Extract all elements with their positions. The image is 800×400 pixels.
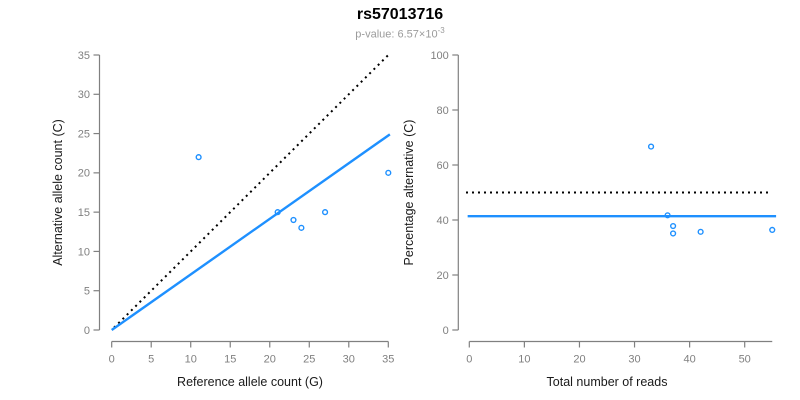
data-point	[697, 228, 704, 235]
x-axis-tick-label: 40	[683, 354, 695, 366]
data-point	[321, 209, 329, 216]
x-axis-tick-label: 20	[264, 354, 276, 366]
identity-line	[113, 53, 390, 329]
y-axis-tick-label: 80	[437, 105, 449, 117]
data-point	[195, 154, 202, 161]
x-axis-tick-label: 10	[185, 354, 197, 366]
data-point	[769, 226, 776, 234]
data-point	[290, 216, 297, 224]
y-axis-tick-label: 20	[78, 168, 90, 180]
pvalue-text: p-value: 6.57×10	[355, 28, 438, 41]
y-axis-tick-label: 40	[437, 215, 449, 227]
y-axis-tick-label: 100	[430, 50, 448, 62]
x-axis-tick-label: 0	[466, 354, 472, 366]
data-point	[669, 230, 677, 237]
y-axis-title: Alternative allele count (C)	[51, 119, 65, 266]
x-axis-tick-label: 30	[628, 354, 640, 366]
pvalue-exponent: -3	[437, 26, 445, 35]
x-axis-title: Total number of reads	[547, 375, 668, 389]
x-axis-tick-label: 20	[573, 354, 585, 366]
plot-title: rs57013716	[356, 6, 444, 23]
data-point	[669, 222, 677, 230]
x-axis-tick-label: 25	[303, 354, 315, 366]
x-axis-tick-label: 15	[224, 354, 236, 366]
x-axis-tick-label: 30	[343, 354, 355, 366]
y-axis-title: Percentage alternative (C)	[402, 120, 416, 266]
data-point	[647, 143, 655, 150]
data-point	[385, 169, 392, 176]
y-axis-tick-label: 30	[78, 89, 90, 101]
y-axis-tick-label: 35	[78, 50, 90, 62]
x-axis-tick-label: 35	[382, 354, 394, 366]
y-axis-tick-label: 20	[437, 270, 449, 282]
y-axis-tick-label: 60	[437, 160, 449, 172]
x-axis-title: Reference allele count (G)	[177, 375, 323, 389]
x-axis-tick-label: 0	[109, 354, 115, 366]
x-axis-tick-label: 50	[739, 354, 751, 366]
data-point	[298, 224, 305, 231]
data-point	[664, 212, 671, 219]
y-axis-tick-label: 15	[78, 207, 90, 219]
y-axis-tick-label: 10	[78, 246, 90, 258]
y-axis-tick-label: 5	[84, 286, 90, 298]
plot-subtitle: p-value: 6.57×10-3	[0, 26, 800, 41]
x-axis-tick-label: 5	[148, 354, 154, 366]
fit-line	[111, 133, 391, 331]
data-point	[274, 209, 281, 216]
y-axis-tick-label: 0	[443, 325, 449, 337]
y-axis-tick-label: 25	[78, 128, 90, 140]
x-axis-tick-label: 10	[518, 354, 530, 366]
y-axis-tick-label: 0	[84, 325, 90, 337]
